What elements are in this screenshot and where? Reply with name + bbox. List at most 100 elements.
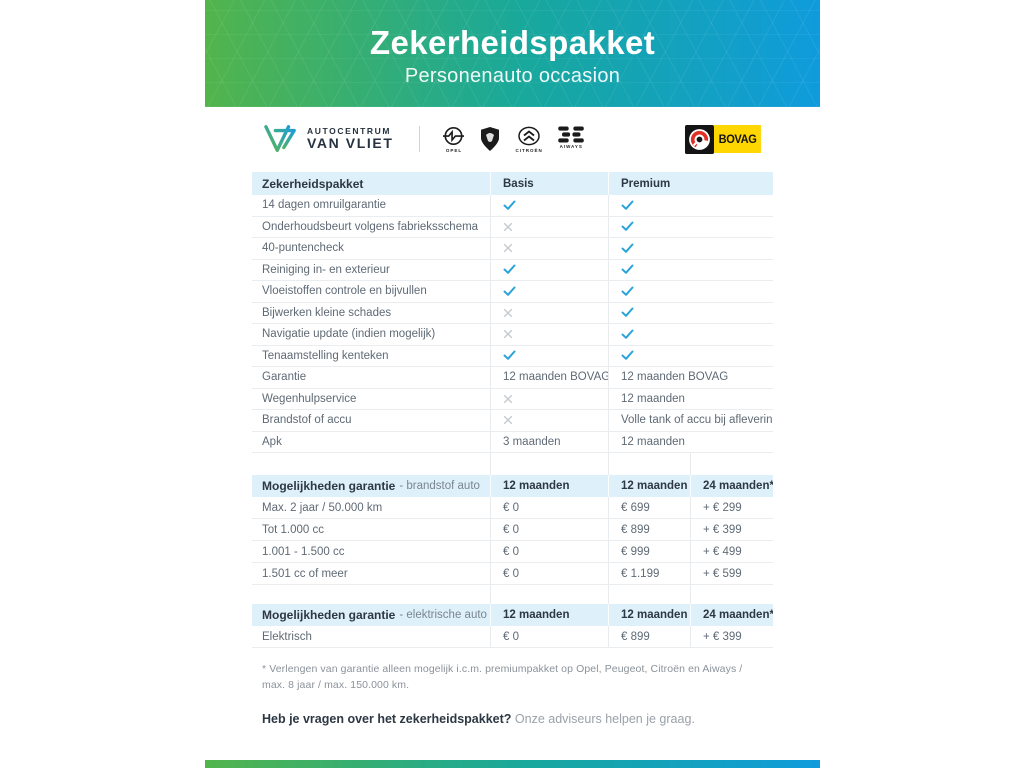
table-title-cell: Mogelijkheden garantie - brandstof auto	[252, 475, 490, 497]
table-title-suffix: - brandstof auto	[399, 480, 480, 492]
column-header: 12 maanden	[608, 604, 690, 626]
cell-text: € 899	[608, 519, 690, 540]
table-row: Garantie 12 maanden BOVAG 12 maanden BOVAG	[252, 367, 773, 389]
flyer-page: Zekerheidspakket Personenauto occasion A…	[205, 0, 820, 768]
aiways-logo-icon	[558, 125, 585, 143]
footnote: * Verlengen van garantie alleen mogelijk…	[262, 663, 743, 692]
cell-cross	[490, 410, 608, 431]
row-label: Max. 2 jaar / 50.000 km	[262, 501, 383, 514]
logos-row: AUTOCENTRUM VAN VLIET OPEL	[262, 120, 765, 158]
row-label: 1.001 - 1.500 cc	[262, 545, 345, 558]
cell-check	[608, 216, 773, 237]
row-label: Reiniging in- en exterieur	[262, 263, 390, 276]
bovag-logo: BOVAG	[684, 124, 765, 154]
question-rest: Onze adviseurs helpen je graag.	[511, 711, 695, 726]
page-title: Zekerheidspakket	[369, 23, 656, 61]
row-label: Apk	[262, 435, 282, 448]
dealer-name-top: AUTOCENTRUM	[307, 126, 392, 137]
cell-text: + € 399	[690, 626, 773, 647]
column-header: 12 maanden	[490, 475, 608, 497]
cell-check	[490, 259, 608, 280]
cell-check	[608, 238, 773, 259]
table-row: 40-puntencheck	[252, 238, 773, 260]
column-header: 12 maanden	[490, 604, 608, 626]
cell-text: 12 maanden	[608, 431, 773, 452]
cell-text: € 0	[490, 519, 608, 540]
column-header: Premium	[608, 172, 773, 195]
cell-text: Volle tank of accu bij aflevering	[608, 410, 773, 431]
brand-aiways: AIWAYS	[558, 125, 585, 149]
row-label: Brandstof of accu	[262, 414, 352, 427]
logo-divider	[419, 126, 421, 152]
row-label: Tenaamstelling kenteken	[262, 349, 389, 362]
table-title-cell: Mogelijkheden garantie - elektrische auto	[252, 604, 490, 626]
check-icon	[503, 264, 516, 275]
check-icon	[503, 286, 516, 297]
cross-icon	[503, 394, 513, 404]
citroen-logo-icon	[517, 126, 541, 147]
brand-opel: OPEL	[442, 126, 465, 153]
table-gap	[252, 585, 773, 604]
cell-check	[608, 302, 773, 323]
table-row: 1.001 - 1.500 cc € 0 € 999 + € 499	[252, 541, 773, 563]
row-label: Onderhoudsbeurt volgens fabrieksschema	[262, 220, 479, 233]
cell-check	[490, 345, 608, 366]
cell-text: € 999	[608, 541, 690, 562]
cross-icon	[503, 329, 513, 339]
cell-text: + € 599	[690, 563, 773, 584]
cell-check	[608, 195, 773, 216]
cross-icon	[503, 243, 513, 253]
check-icon	[621, 264, 634, 275]
table-row: Max. 2 jaar / 50.000 km € 0 € 699 + € 299	[252, 497, 773, 519]
dealer-name: AUTOCENTRUM VAN VLIET	[307, 127, 393, 151]
table-row: Tot 1.000 cc € 0 € 899 + € 399	[252, 519, 773, 541]
dealer-name-bottom: VAN VLIET	[307, 135, 394, 152]
check-icon	[621, 243, 634, 254]
cell-text: + € 499	[690, 541, 773, 562]
table-row: Onderhoudsbeurt volgens fabrieksschema	[252, 216, 773, 238]
table-title-suffix: - elektrische auto	[399, 609, 487, 621]
table-row: Bijwerken kleine schades	[252, 302, 773, 324]
cell-cross	[490, 238, 608, 259]
table-row: Tenaamstelling kenteken	[252, 345, 773, 367]
table-title: Mogelijkheden garantie	[262, 608, 396, 622]
cell-check	[608, 324, 773, 345]
check-icon	[621, 329, 634, 340]
cell-cross	[490, 302, 608, 323]
table-row: Wegenhulpservice 12 maanden	[252, 388, 773, 410]
cell-cross	[490, 388, 608, 409]
cell-cross	[490, 324, 608, 345]
cross-icon	[503, 308, 513, 318]
cell-text: € 699	[608, 497, 690, 518]
table-row: 14 dagen omruilgarantie	[252, 195, 773, 217]
brand-opel-label: OPEL	[445, 147, 463, 153]
column-header: 24 maanden*	[690, 604, 773, 626]
table-title-cell: Zekerheidspakket	[252, 172, 490, 195]
cross-icon	[503, 415, 513, 425]
cell-text: + € 299	[690, 497, 773, 518]
peugeot-logo-icon	[480, 126, 500, 152]
row-label: 40-puntencheck	[262, 242, 344, 255]
table-gap	[252, 453, 773, 475]
cell-text: € 0	[490, 626, 608, 647]
electric-warranty-table: Mogelijkheden garantie - elektrische auto…	[252, 604, 773, 648]
cell-text: 3 maanden	[490, 431, 608, 452]
table-title: Mogelijkheden garantie	[262, 479, 396, 493]
header-banner: Zekerheidspakket Personenauto occasion	[205, 0, 820, 107]
opel-logo-icon	[442, 126, 465, 147]
table-title: Zekerheidspakket	[262, 176, 364, 191]
table-row: Navigatie update (indien mogelijk)	[252, 324, 773, 346]
column-header: 12 maanden	[608, 475, 690, 497]
bovag-label: BOVAG	[713, 125, 761, 153]
table-header-row: Mogelijkheden garantie - brandstof auto 12…	[252, 475, 773, 497]
fuel-warranty-table: Mogelijkheden garantie - brandstof auto 12…	[252, 475, 773, 585]
row-label: 1.501 cc of meer	[262, 567, 348, 580]
van-vliet-v7-icon	[262, 123, 300, 155]
row-label: Garantie	[262, 371, 307, 384]
cell-check	[608, 281, 773, 302]
dealer-logo: AUTOCENTRUM VAN VLIET	[262, 123, 393, 155]
row-label: Tot 1.000 cc	[262, 523, 325, 536]
cell-check	[608, 259, 773, 280]
table-row: Apk 3 maanden 12 maanden	[252, 431, 773, 453]
check-icon	[621, 221, 634, 232]
